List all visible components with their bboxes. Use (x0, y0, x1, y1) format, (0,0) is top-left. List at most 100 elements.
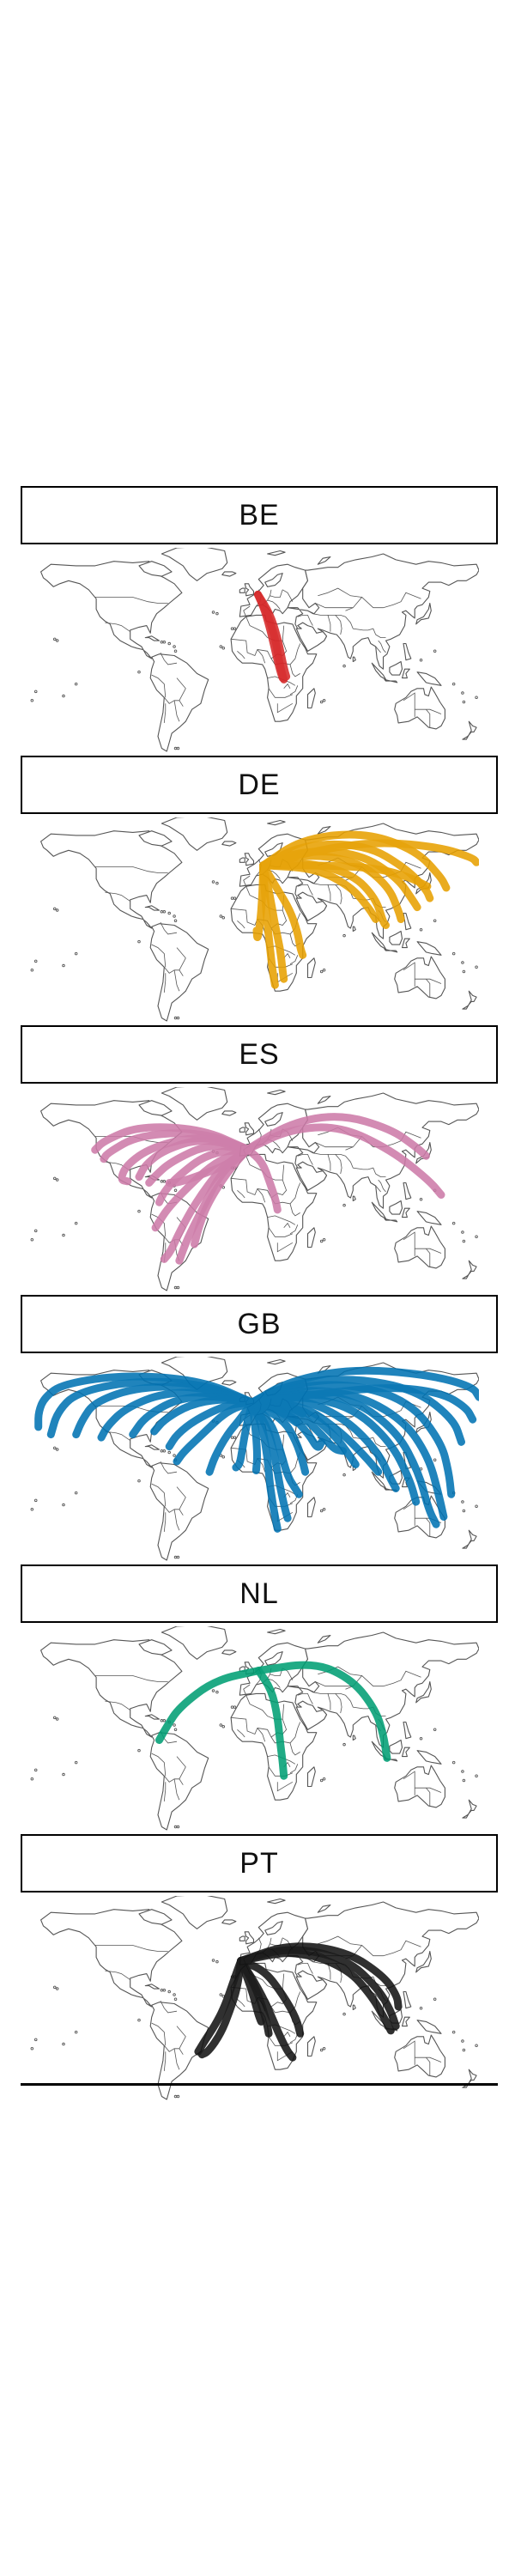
landmass-africa (230, 1692, 318, 1801)
country-border (345, 1155, 377, 1175)
facet-strip-gb: GB (21, 1295, 498, 1353)
country-border (403, 962, 415, 987)
island-dot (211, 611, 215, 614)
land-layer (40, 548, 479, 752)
island-dot (176, 1285, 180, 1290)
landmass-indonesia-1 (371, 2010, 387, 2028)
island-dot (211, 1959, 215, 1962)
country-border (160, 921, 178, 935)
country-border (176, 677, 186, 701)
landmass-cuba (144, 905, 161, 911)
country-border (415, 2057, 442, 2063)
island-dot (461, 1500, 464, 1504)
country-borders (94, 587, 442, 728)
country-border (378, 1179, 386, 1193)
landmass-iceland (221, 1380, 237, 1386)
country-border (237, 920, 245, 929)
country-border (318, 587, 362, 598)
landmass-scandinavia-gap (264, 1921, 283, 1935)
island-dot (173, 746, 178, 750)
island-dot (462, 1509, 466, 1513)
country-border (237, 1728, 245, 1738)
facet-label-es: ES (239, 1037, 280, 1071)
landmass-sri-lanka (352, 1735, 356, 1741)
landmass-sulawesi (401, 1207, 410, 1218)
landmass-svalbard (267, 1358, 286, 1365)
island-dot (322, 969, 326, 972)
island-dot (233, 1436, 237, 1439)
island-dot (462, 1778, 466, 1783)
island-dot (230, 1705, 234, 1709)
island-dot (52, 1985, 57, 1990)
landmass-australia (394, 1495, 445, 1539)
island-dot (461, 691, 464, 695)
island-dot (319, 969, 324, 974)
island-dot (419, 658, 423, 662)
island-dot (475, 1235, 478, 1239)
country-border (270, 1668, 283, 1676)
island-dot (219, 1723, 223, 1727)
landmass-cuba (144, 1444, 161, 1450)
route-line (254, 1667, 288, 1780)
island-dot (475, 1774, 478, 1778)
island-dot (342, 1473, 346, 1477)
island-dot (74, 1221, 78, 1225)
landmass-ireland (239, 1935, 245, 1941)
island-dot (162, 1719, 167, 1722)
landmass-svalbard (267, 1089, 286, 1096)
country-border (151, 1483, 167, 1507)
landmass-cuba (144, 1984, 161, 1990)
island-dot (74, 951, 78, 956)
bottom-axis-line (21, 2083, 498, 2086)
landmass-baffin (138, 1639, 173, 1656)
country-border (276, 1242, 294, 1253)
island-dot (219, 1993, 223, 1996)
world-map-de (30, 817, 479, 1022)
route-line (155, 1667, 263, 1744)
landmass-philippines (403, 1990, 412, 2009)
country-border (289, 1203, 300, 1217)
island-dot (33, 1229, 38, 1233)
island-dot (173, 1454, 176, 1457)
island-dot (451, 1221, 456, 1225)
island-dot (160, 1989, 164, 1992)
country-border (173, 1509, 180, 1531)
country-border (276, 702, 294, 714)
country-border (163, 697, 184, 707)
island-dot (55, 908, 59, 912)
country-border (151, 1753, 167, 1777)
island-dot (319, 2048, 324, 2052)
island-dot (52, 1716, 57, 1720)
country-border (270, 589, 283, 598)
island-dot (173, 1728, 178, 1732)
island-dot (322, 1777, 326, 1781)
island-dot (433, 1458, 437, 1462)
island-dot (173, 914, 176, 918)
island-dot (30, 969, 34, 972)
landmass-south-america (149, 1462, 209, 1561)
country-border (245, 617, 285, 641)
routes-be (254, 590, 291, 683)
landmass-ireland (239, 857, 245, 863)
country-border (327, 1693, 331, 1710)
country-border (315, 1142, 354, 1148)
world-map-pt (30, 1896, 479, 2100)
island-dot (160, 1719, 164, 1722)
island-dot (167, 641, 171, 646)
country-border (289, 685, 299, 696)
island-dot (167, 1450, 171, 1455)
island-dot (451, 1760, 456, 1765)
routes-de (252, 830, 479, 989)
country-border (160, 1461, 178, 1474)
country-border (105, 1970, 130, 1980)
island-dot (160, 910, 164, 914)
landmass-australia (394, 2034, 445, 2078)
island-dot (55, 1987, 59, 1990)
landmass-madagascar (306, 1766, 316, 1788)
landmass-south-america (149, 1732, 209, 1831)
country-border (297, 1963, 313, 1974)
landmass-greenland (161, 1087, 228, 1121)
island-dot (475, 965, 478, 969)
country-border (283, 683, 291, 690)
landmass-sulawesi (401, 2016, 410, 2027)
